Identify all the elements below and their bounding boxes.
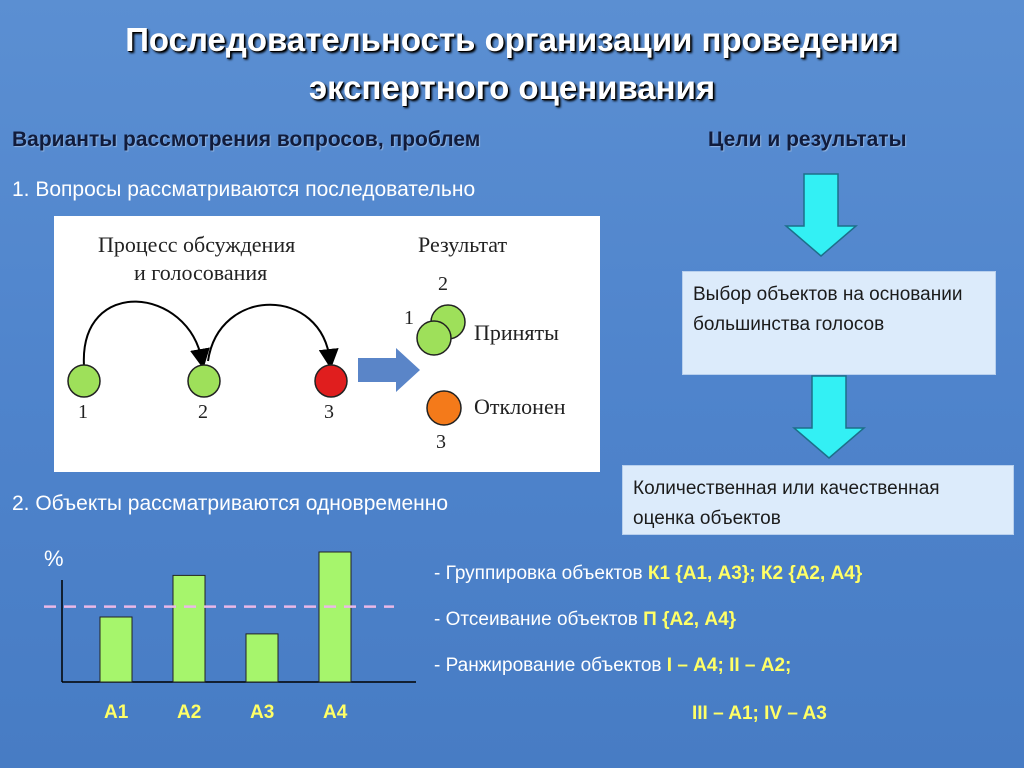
result-num-2: 2 — [438, 273, 448, 295]
rejected-label: Отклонен — [474, 394, 566, 419]
accepted-label: Приняты — [474, 320, 559, 345]
bar-a2 — [172, 574, 206, 683]
operation-screening-prefix: - — [434, 609, 446, 630]
result-label: Результат — [418, 232, 507, 257]
node-3 — [314, 364, 348, 398]
operation-screening-value: П {А2, А4} — [643, 609, 737, 630]
flow-box-evaluation: Количественная или качественная оценка о… — [622, 465, 1014, 535]
accepted-circle-1 — [416, 320, 452, 356]
operation-ranking-value: I – А4; II – А2; — [666, 655, 792, 676]
x-tick-label: A1 — [104, 702, 129, 723]
down-arrow-2 — [792, 375, 867, 459]
operation-ranking-continuation: III – A1; IV – A3 — [692, 703, 827, 724]
node-label-1: 1 — [78, 401, 88, 423]
bar-chart: % A1 A2 A3 A4 — [44, 546, 416, 723]
curved-arrow-2-3 — [207, 303, 339, 369]
x-tick-label: A4 — [323, 702, 348, 723]
x-tick-label: A3 — [250, 702, 274, 723]
result-block-arrow — [358, 348, 420, 392]
sequence-diagram-panel: Процесс обсуждения и голосования Результ… — [54, 216, 600, 472]
node-label-3: 3 — [324, 401, 334, 423]
bar-a4 — [318, 551, 352, 683]
right-header: Цели и результаты — [708, 128, 907, 151]
slide-title: Последовательность организации проведени… — [0, 16, 1024, 112]
item-1-text: 1. Вопросы рассматриваются последователь… — [12, 178, 476, 201]
flow-box-majority: Выбор объектов на основании большинства … — [682, 271, 996, 375]
bar-a1 — [99, 616, 133, 683]
operation-grouping-prefix: - — [434, 563, 446, 584]
down-arrow-1 — [784, 173, 859, 257]
rejected-circle — [426, 390, 462, 426]
node-2 — [187, 364, 221, 398]
operation-ranking-text: Ранжирование объектов — [445, 655, 667, 676]
operation-grouping: - Группировка объектов К1 {А1, А3}; К2 {… — [434, 563, 862, 585]
item-2-text: 2. Объекты рассматриваются одновременно — [12, 492, 449, 515]
process-label-line1: Процесс обсуждения — [98, 232, 295, 257]
left-header: Варианты рассмотрения вопросов, проблем — [12, 128, 481, 151]
operation-screening-text: Отсеивание объектов — [445, 609, 644, 630]
title-line-2: экспертного оценивания — [308, 69, 716, 106]
operation-grouping-text: Группировка объектов — [445, 563, 648, 584]
operation-ranking: - Ранжирование объектов I – А4; II – А2; — [434, 655, 791, 677]
result-num-1: 1 — [404, 307, 414, 329]
operation-screening: - Отсеивание объектов П {А2, А4} — [434, 609, 736, 631]
title-line-1: Последовательность организации проведени… — [125, 21, 899, 58]
sequence-diagram: Процесс обсуждения и голосования Результ… — [67, 232, 566, 453]
chart-ylabel: % — [44, 546, 64, 571]
curved-arrow-1-2 — [82, 300, 210, 369]
operation-grouping-value: К1 {А1, А3}; К2 {А2, А4} — [647, 563, 863, 584]
operation-ranking-prefix: - — [434, 655, 446, 676]
node-label-2: 2 — [198, 401, 208, 423]
result-num-3: 3 — [436, 431, 446, 453]
x-tick-label: A2 — [177, 702, 201, 723]
process-label-line2: и голосования — [134, 260, 267, 285]
bar-a3 — [245, 633, 279, 683]
node-1 — [67, 364, 101, 398]
